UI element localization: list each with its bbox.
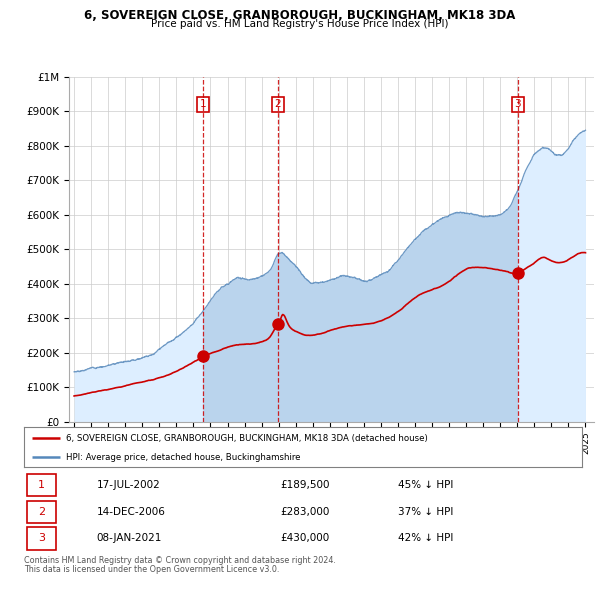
Text: Price paid vs. HM Land Registry's House Price Index (HPI): Price paid vs. HM Land Registry's House … bbox=[151, 19, 449, 29]
Text: HPI: Average price, detached house, Buckinghamshire: HPI: Average price, detached house, Buck… bbox=[66, 453, 301, 462]
Text: 17-JUL-2002: 17-JUL-2002 bbox=[97, 480, 160, 490]
Text: 1: 1 bbox=[38, 480, 45, 490]
Text: 45% ↓ HPI: 45% ↓ HPI bbox=[398, 480, 453, 490]
FancyBboxPatch shape bbox=[27, 501, 56, 523]
Text: £283,000: £283,000 bbox=[281, 507, 330, 517]
FancyBboxPatch shape bbox=[27, 527, 56, 549]
Text: £189,500: £189,500 bbox=[281, 480, 330, 490]
Text: This data is licensed under the Open Government Licence v3.0.: This data is licensed under the Open Gov… bbox=[24, 565, 280, 573]
Text: 6, SOVEREIGN CLOSE, GRANBOROUGH, BUCKINGHAM, MK18 3DA (detached house): 6, SOVEREIGN CLOSE, GRANBOROUGH, BUCKING… bbox=[66, 434, 428, 443]
FancyBboxPatch shape bbox=[27, 474, 56, 496]
Text: Contains HM Land Registry data © Crown copyright and database right 2024.: Contains HM Land Registry data © Crown c… bbox=[24, 556, 336, 565]
Text: 37% ↓ HPI: 37% ↓ HPI bbox=[398, 507, 453, 517]
Text: 3: 3 bbox=[38, 533, 45, 543]
Text: 42% ↓ HPI: 42% ↓ HPI bbox=[398, 533, 453, 543]
Text: 08-JAN-2021: 08-JAN-2021 bbox=[97, 533, 162, 543]
Text: 14-DEC-2006: 14-DEC-2006 bbox=[97, 507, 166, 517]
Text: 1: 1 bbox=[199, 99, 206, 109]
Text: £430,000: £430,000 bbox=[281, 533, 330, 543]
Text: 2: 2 bbox=[275, 99, 281, 109]
Text: 2: 2 bbox=[38, 507, 45, 517]
Text: 3: 3 bbox=[514, 99, 521, 109]
Text: 6, SOVEREIGN CLOSE, GRANBOROUGH, BUCKINGHAM, MK18 3DA: 6, SOVEREIGN CLOSE, GRANBOROUGH, BUCKING… bbox=[85, 9, 515, 22]
